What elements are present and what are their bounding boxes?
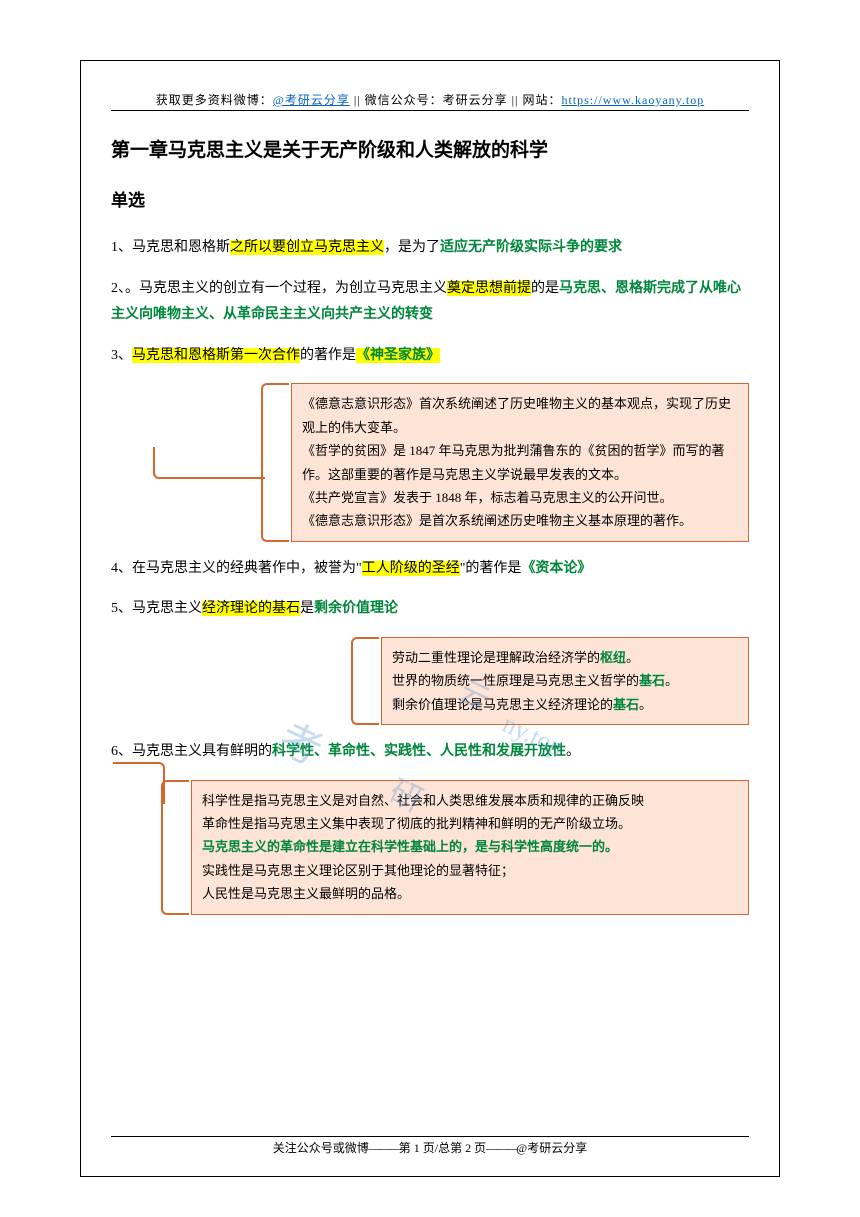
highlight-text: 之所以要创立马克思主义: [230, 240, 384, 255]
note-block-1: 《德意志意识形态》首次系统阐述了历史唯物主义的基本观点，实现了历史观上的伟大变革…: [111, 383, 749, 541]
header-mid: || 微信公众号：考研云分享 || 网站：: [350, 93, 562, 107]
key-text: 科学性、革命性、实践性、人民性和发展开放性: [272, 744, 566, 759]
key-text: 适应无产阶级实际斗争的要求: [440, 240, 622, 255]
highlight-text: 工人阶级的圣经: [362, 561, 460, 576]
page-frame: 获取更多资料微博：@考研云分享 || 微信公众号：考研云分享 || 网站：htt…: [80, 60, 780, 1177]
chapter-title: 第一章马克思主义是关于无产阶级和人类解放的科学: [111, 135, 749, 162]
question-2: 2、。马克思主义的创立有一个过程，为创立马克思主义奠定思想前提的是马克思、恩格斯…: [111, 276, 749, 329]
bracket-icon: [351, 637, 379, 725]
key-text: 《资本论》: [521, 561, 591, 576]
question-5: 5、马克思主义经济理论的基石是剩余价值理论: [111, 596, 749, 623]
note-block-3: 科学性是指马克思主义是对自然、社会和人类思维发展本质和规律的正确反映 革命性是指…: [111, 780, 749, 915]
question-1: 1、马克思和恩格斯之所以要创立马克思主义，是为了适应无产阶级实际斗争的要求: [111, 235, 749, 262]
highlight-text: 马克思和恩格斯第一次合作: [132, 348, 300, 363]
page-footer: 关注公众号或微博———第 1 页/总第 2 页———@考研云分享: [111, 1136, 749, 1156]
question-3: 3、马克思和恩格斯第一次合作的著作是《神圣家族》: [111, 343, 749, 370]
question-6: 6、马克思主义具有鲜明的科学性、革命性、实践性、人民性和发展开放性。: [111, 739, 749, 766]
note-box: 科学性是指马克思主义是对自然、社会和人类思维发展本质和规律的正确反映 革命性是指…: [191, 780, 749, 915]
highlight-text: 经济理论的基石: [202, 601, 300, 616]
question-4: 4、在马克思主义的经典著作中，被誉为"工人阶级的圣经"的著作是《资本论》: [111, 556, 749, 583]
note-box: 劳动二重性理论是理解政治经济学的枢纽。 世界的物质统一性原理是马克思主义哲学的基…: [381, 637, 749, 725]
content: 第一章马克思主义是关于无产阶级和人类解放的科学 单选 1、马克思和恩格斯之所以要…: [111, 135, 749, 1136]
key-text: 剩余价值理论: [314, 601, 398, 616]
weibo-link[interactable]: @考研云分享: [273, 93, 350, 107]
section-subtitle: 单选: [111, 186, 749, 211]
note-box: 《德意志意识形态》首次系统阐述了历史唯物主义的基本观点，实现了历史观上的伟大变革…: [291, 383, 749, 541]
note-block-2: 劳动二重性理论是理解政治经济学的枢纽。 世界的物质统一性原理是马克思主义哲学的基…: [111, 637, 749, 725]
page-header: 获取更多资料微博：@考研云分享 || 微信公众号：考研云分享 || 网站：htt…: [111, 91, 749, 111]
highlight-text: 奠定思想前提: [447, 281, 531, 296]
bracket-icon: [261, 383, 289, 541]
key-text: 《神圣家族》: [356, 348, 440, 363]
site-link[interactable]: https://www.kaoyany.top: [561, 93, 704, 107]
bracket-icon: [161, 780, 189, 915]
header-prefix: 获取更多资料微博：: [156, 93, 273, 107]
